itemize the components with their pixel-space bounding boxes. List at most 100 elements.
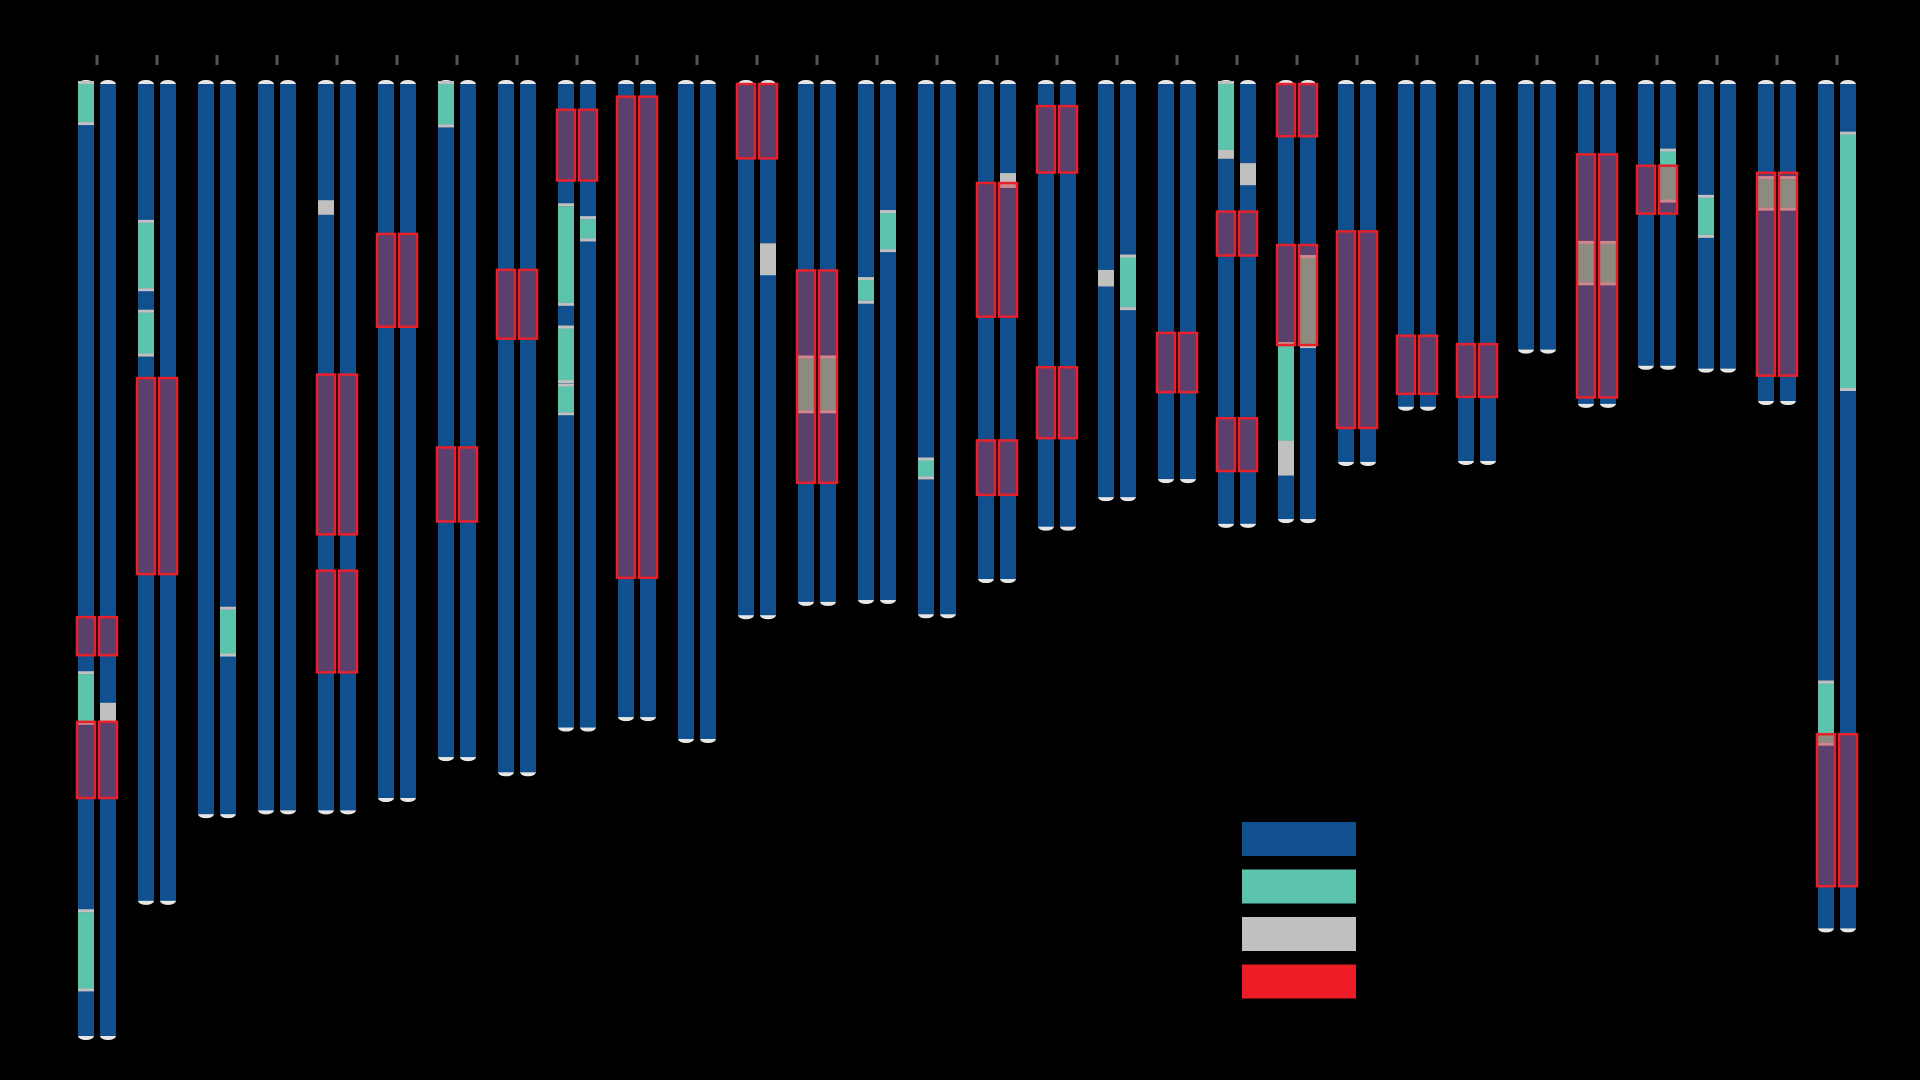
chromosome-pair-27[interactable]: [1635, 55, 1679, 370]
chromosome-pair-13[interactable]: [795, 55, 839, 606]
chromosome-pair-19[interactable]: [1155, 55, 1199, 484]
chromosome-pair-5[interactable]: [315, 55, 359, 815]
chromatid-body-a: [1518, 84, 1534, 350]
chromosome-pair-21[interactable]: [1275, 55, 1319, 524]
position-tick: [155, 55, 159, 65]
roh-region: [1215, 210, 1237, 257]
chromosome-pair-6[interactable]: [375, 55, 419, 802]
roh-region: [1575, 153, 1597, 399]
chromatid-body-a: [1218, 84, 1234, 524]
segment-boundary: [78, 721, 94, 725]
chromosome-pair-20[interactable]: [1215, 55, 1259, 528]
chromosome-pair-11[interactable]: [678, 55, 716, 743]
chromatid-body-b: [1360, 84, 1376, 462]
position-tick: [755, 55, 759, 65]
legend-swatch-homozygous: [1242, 869, 1356, 904]
chromosome-pair-X[interactable]: [1815, 55, 1859, 933]
segment-boundary: [1780, 207, 1796, 211]
chromosome-pair-4[interactable]: [258, 55, 296, 815]
chromosome-pair-12[interactable]: [735, 55, 779, 620]
chromatid-body-b: [760, 84, 776, 616]
segment-boundary: [820, 355, 836, 359]
roh-region: [1357, 230, 1379, 430]
segment-boundary: [138, 219, 154, 223]
chromatid-body-b: [1000, 84, 1016, 580]
gap-segment: [1278, 440, 1294, 476]
segment-boundary: [138, 353, 154, 357]
homozygous-segment: [1758, 179, 1774, 208]
chromosome-pair-8[interactable]: [495, 55, 539, 777]
roh-region: [315, 569, 337, 674]
segment-boundary: [1120, 307, 1136, 311]
chromatid-body-b: [580, 84, 596, 728]
segment-boundary: [1578, 282, 1594, 286]
homozygous-segment: [1578, 243, 1594, 283]
chromatid-body-b: [520, 84, 536, 773]
chromatid-body-a: [378, 84, 394, 798]
chromatid-body-a: [738, 84, 754, 616]
chromatid-body-b: [340, 84, 356, 811]
roh-region: [757, 82, 779, 160]
legend-swatch-roh: [1242, 964, 1356, 999]
segment-boundary: [78, 122, 94, 126]
chromosome-pair-28[interactable]: [1698, 55, 1736, 373]
chromatid-body-b: [1180, 84, 1196, 480]
chromatid-body-a: [1758, 84, 1774, 402]
chromosome-pair-1[interactable]: [75, 55, 119, 1040]
gap-segment: [1098, 269, 1114, 287]
chromosome-pair-24[interactable]: [1455, 55, 1499, 465]
chromosome-pair-14[interactable]: [858, 55, 896, 604]
chromatid-body-a: [618, 84, 634, 718]
segment-boundary: [78, 909, 94, 913]
segment-boundary: [1300, 255, 1316, 259]
chromatid-body-b: [460, 84, 476, 758]
chromatid-body-b: [280, 84, 296, 811]
chromosome-pair-2[interactable]: [135, 55, 179, 905]
homozygous-segment: [1698, 197, 1714, 235]
chromosome-pair-22[interactable]: [1335, 55, 1379, 466]
chromatid-body-b: [1060, 84, 1076, 527]
legend-swatch-gap: [1242, 917, 1356, 951]
roh-region: [97, 720, 119, 800]
chromatid-body-a: [1098, 84, 1114, 498]
chromosome-pair-29[interactable]: [1755, 55, 1799, 406]
roh-region: [315, 373, 337, 536]
homozygous-segment: [78, 674, 94, 722]
homozygous-segment: [820, 358, 836, 411]
chromosome-pair-10[interactable]: [615, 55, 659, 722]
position-tick: [1655, 55, 1659, 65]
chromosome-pair-25[interactable]: [1518, 55, 1556, 354]
chromosome-pair-16[interactable]: [975, 55, 1019, 584]
chromatid-body-a: [198, 84, 214, 815]
roh-region: [1057, 104, 1079, 174]
segment-boundary: [220, 606, 236, 610]
roh-region: [1215, 417, 1237, 473]
position-tick: [815, 55, 819, 65]
homozygous-segment: [78, 84, 94, 123]
chromosome-pair-17[interactable]: [1035, 55, 1079, 531]
chromosome-pair-7[interactable]: [435, 55, 479, 762]
chromatid-body-b: [820, 84, 836, 602]
roh-region: [1455, 342, 1477, 399]
chromosome-pair-26[interactable]: [1575, 55, 1619, 408]
chromosome-pair-15[interactable]: [918, 55, 956, 619]
position-tick: [395, 55, 399, 65]
segment-boundary: [1300, 345, 1316, 349]
roh-region: [1035, 104, 1057, 174]
segment-boundary: [798, 355, 814, 359]
roh-region: [1335, 230, 1357, 430]
chromatid-body-b: [1480, 84, 1496, 461]
chromatid-body-a: [78, 84, 94, 1036]
chromosome-pair-23[interactable]: [1395, 55, 1439, 411]
gap-segment: [318, 200, 334, 215]
chromatid-body-a: [918, 84, 934, 615]
position-tick: [575, 55, 579, 65]
chromosome-pair-3[interactable]: [198, 55, 236, 819]
chromosome-pair-18[interactable]: [1098, 55, 1136, 502]
segment-boundary: [858, 277, 874, 281]
segment-boundary: [1218, 81, 1234, 84]
legend: [1242, 822, 1356, 999]
segment-boundary: [558, 203, 574, 207]
chromosome-pair-9[interactable]: [555, 55, 599, 732]
